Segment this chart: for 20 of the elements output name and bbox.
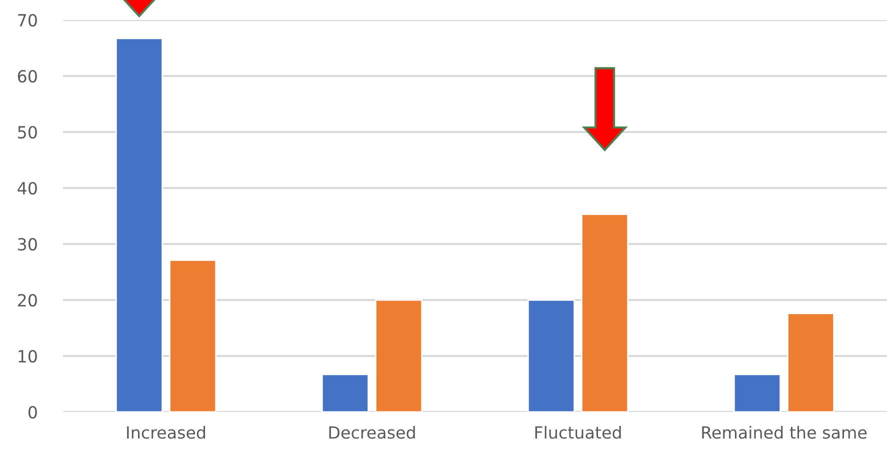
x-tick-label: Fluctuated bbox=[535, 426, 621, 439]
bar bbox=[581, 214, 629, 412]
bar bbox=[787, 312, 835, 412]
y-tick-label: 60 bbox=[18, 70, 37, 83]
x-tick-label: Decreased bbox=[329, 426, 415, 439]
y-tick-label: 0 bbox=[28, 406, 37, 419]
y-tick-label: 70 bbox=[18, 14, 37, 27]
bar bbox=[733, 374, 781, 412]
bar bbox=[115, 38, 163, 412]
bar bbox=[375, 299, 423, 412]
y-tick-label: 40 bbox=[18, 182, 37, 195]
x-tick-label: Remained the same bbox=[702, 426, 867, 439]
y-tick-label: 20 bbox=[18, 294, 37, 307]
x-tick-label: Increased bbox=[127, 426, 206, 439]
bar bbox=[169, 260, 217, 412]
y-tick-label: 10 bbox=[18, 350, 37, 363]
bar bbox=[321, 374, 369, 412]
y-tick-label: 30 bbox=[18, 238, 37, 251]
y-tick-label: 50 bbox=[18, 126, 37, 139]
bar bbox=[527, 299, 575, 412]
